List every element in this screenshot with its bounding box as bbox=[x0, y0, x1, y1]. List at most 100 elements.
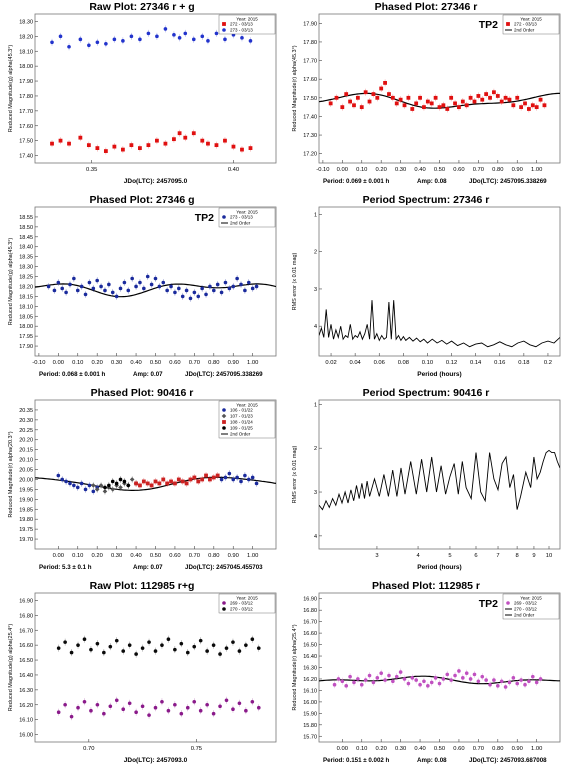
y-axis-label: Reduced Magnitude(g) alpha(45.3°) bbox=[8, 45, 14, 133]
x-tick-label: 0.80 bbox=[208, 360, 219, 366]
y-tick-label: 16.20 bbox=[19, 703, 33, 709]
data-point bbox=[91, 489, 96, 494]
y-tick-label: 16.90 bbox=[303, 597, 317, 603]
data-point bbox=[356, 677, 360, 681]
data-point bbox=[398, 97, 403, 102]
y-tick-label: 20.35 bbox=[19, 408, 33, 414]
data-point bbox=[155, 34, 159, 39]
data-point bbox=[145, 274, 150, 279]
data-point bbox=[110, 479, 115, 484]
legend-entry: 273 - 03/13 bbox=[230, 215, 253, 220]
data-point bbox=[499, 679, 504, 684]
data-point bbox=[91, 286, 96, 291]
data-point bbox=[89, 647, 93, 652]
y-tick-label: 15.70 bbox=[303, 734, 317, 740]
data-point bbox=[224, 698, 229, 703]
legend-box bbox=[218, 14, 276, 35]
x-tick-label: 5 bbox=[448, 553, 451, 559]
footer-text: Amp: 0.08 bbox=[417, 178, 447, 185]
data-point bbox=[468, 95, 473, 100]
x-tick-label: 0.18 bbox=[518, 360, 529, 366]
y-tick-label: 16.30 bbox=[303, 666, 317, 672]
data-point bbox=[223, 37, 227, 42]
data-point bbox=[200, 34, 205, 39]
data-point bbox=[169, 479, 173, 484]
data-point bbox=[472, 672, 477, 677]
x-tick-label: 0.80 bbox=[208, 553, 219, 559]
data-point bbox=[112, 37, 117, 42]
legend-entry: 272 - 03/13 bbox=[514, 22, 537, 27]
legend-entry: 107 - 01/23 bbox=[230, 414, 253, 419]
data-point bbox=[239, 479, 243, 484]
data-point bbox=[222, 408, 226, 412]
data-point bbox=[166, 637, 171, 641]
data-point bbox=[68, 481, 72, 486]
data-point bbox=[519, 105, 524, 110]
data-point bbox=[414, 101, 419, 106]
y-tick-label: 20.25 bbox=[19, 428, 33, 434]
x-tick-label: 0.04 bbox=[350, 360, 362, 366]
y-tick-label: 16.50 bbox=[19, 658, 33, 664]
data-point bbox=[72, 483, 76, 488]
data-point bbox=[205, 702, 209, 707]
x-tick-label: 8 bbox=[515, 553, 518, 559]
period-spectrum-90416-r: Period Spectrum: 90416 r 1 2 3 4 3 4 5 6 7 8 9 10 RMS… bbox=[284, 386, 567, 579]
data-point bbox=[60, 477, 65, 482]
data-point bbox=[46, 284, 51, 289]
y-tick-label: 17.20 bbox=[303, 152, 317, 158]
x-tick-label: 0.06 bbox=[374, 360, 385, 366]
data-point bbox=[179, 641, 184, 646]
data-point bbox=[387, 673, 391, 678]
plot-frame bbox=[34, 13, 277, 164]
data-point bbox=[78, 37, 83, 42]
data-point bbox=[69, 650, 74, 655]
data-point bbox=[246, 280, 251, 285]
data-point bbox=[78, 135, 83, 140]
x-tick-label: 0.40 bbox=[228, 167, 239, 173]
data-point bbox=[222, 607, 226, 611]
data-point bbox=[231, 477, 236, 482]
x-tick-label: 0.30 bbox=[395, 746, 406, 752]
data-point bbox=[166, 708, 171, 713]
chart-title: Period Spectrum: 27346 r bbox=[363, 194, 490, 206]
legend-header: Year: 2015 bbox=[520, 17, 542, 22]
y-tick-label: 16.90 bbox=[19, 598, 33, 604]
data-point bbox=[87, 483, 92, 488]
data-point bbox=[185, 650, 190, 655]
data-point bbox=[244, 643, 248, 647]
data-point bbox=[523, 682, 527, 687]
data-point bbox=[457, 105, 461, 110]
y-tick-label: 19.95 bbox=[19, 487, 33, 493]
data-point bbox=[172, 33, 176, 37]
data-point bbox=[188, 296, 193, 301]
x-tick-label: 0.80 bbox=[492, 746, 503, 752]
y-tick-label: 20.15 bbox=[19, 448, 33, 454]
data-point bbox=[177, 131, 182, 136]
y-tick-label: 18.55 bbox=[19, 215, 33, 221]
x-tick-label: 0.00 bbox=[53, 553, 64, 559]
data-point bbox=[140, 704, 145, 709]
y-tick-label: 17.40 bbox=[19, 154, 33, 160]
y-axis-label: Reduced Magnitude(g) alpha(25.4°) bbox=[8, 624, 14, 712]
x-tick-label: 0.30 bbox=[111, 553, 122, 559]
data-point bbox=[418, 682, 422, 687]
data-point bbox=[336, 677, 341, 681]
data-point bbox=[103, 288, 107, 293]
x-tick-label: 0.90 bbox=[228, 360, 239, 366]
data-point bbox=[118, 286, 123, 291]
x-tick-label: 0.40 bbox=[130, 360, 141, 366]
data-point bbox=[433, 676, 438, 680]
data-point bbox=[192, 475, 197, 480]
y-tick-label: 20.10 bbox=[19, 458, 33, 464]
data-point bbox=[147, 640, 151, 644]
data-point bbox=[112, 144, 117, 149]
legend-entry: 2nd Order bbox=[230, 221, 251, 226]
data-point bbox=[222, 601, 226, 605]
data-point bbox=[192, 699, 197, 704]
data-point bbox=[344, 684, 349, 688]
data-point bbox=[218, 704, 222, 709]
data-group bbox=[319, 667, 560, 691]
tp2-badge: TP2 bbox=[479, 19, 498, 31]
y-tick-label: 16.40 bbox=[303, 654, 317, 660]
fit-curve-2nd-order bbox=[35, 283, 276, 298]
